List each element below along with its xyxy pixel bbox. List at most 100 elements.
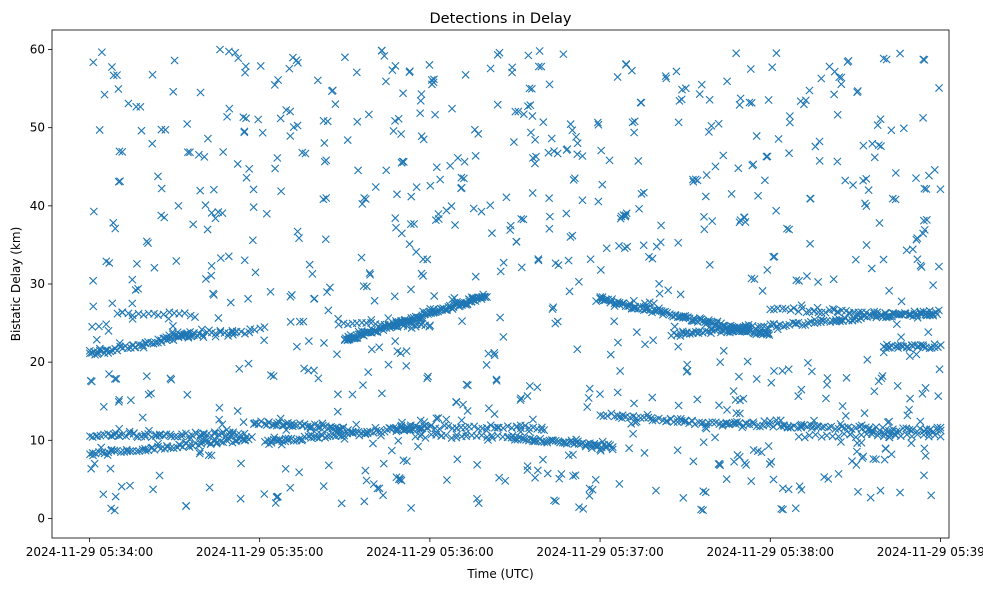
detection-point <box>851 255 860 264</box>
detection-point <box>878 372 887 380</box>
detection-point <box>572 132 581 141</box>
detection-point <box>523 392 532 401</box>
detection-point <box>917 310 926 319</box>
detection-point <box>573 139 582 148</box>
detection-point <box>222 425 231 434</box>
detection-point <box>100 90 109 99</box>
detection-point <box>265 440 274 449</box>
detection-point <box>431 110 440 119</box>
detection-point <box>662 417 671 426</box>
detection-point <box>908 341 917 350</box>
detection-point <box>405 240 414 249</box>
detection-point <box>591 475 600 484</box>
detection-point <box>162 441 171 450</box>
detection-point <box>237 327 246 336</box>
detection-point <box>108 299 117 308</box>
detection-point <box>348 390 357 399</box>
detection-point <box>674 118 683 127</box>
detection-point <box>732 409 741 418</box>
detection-point <box>196 447 205 456</box>
detection-point <box>458 317 467 326</box>
detection-point <box>767 457 776 466</box>
detection-point <box>829 275 838 284</box>
detection-point <box>598 180 607 189</box>
detection-point <box>496 313 505 322</box>
detection-point <box>578 152 587 161</box>
detection-point <box>866 493 875 502</box>
detection-point <box>89 276 98 285</box>
detection-point <box>111 492 120 501</box>
detection-point <box>360 328 369 337</box>
detection-point <box>542 437 551 446</box>
detection-point <box>148 139 157 148</box>
detection-point <box>887 126 896 135</box>
detection-point <box>538 455 547 464</box>
detection-point <box>273 492 282 501</box>
detection-point <box>486 64 495 73</box>
detection-point <box>584 394 593 402</box>
detection-point <box>920 184 929 193</box>
detection-point <box>224 47 233 56</box>
detection-point <box>425 322 434 331</box>
detection-point <box>113 309 122 318</box>
detection-point <box>114 177 123 186</box>
detection-point <box>459 174 468 183</box>
detection-point <box>719 346 728 355</box>
detection-point <box>925 426 934 435</box>
detection-point <box>707 121 716 130</box>
detection-point <box>702 424 711 433</box>
detection-point <box>392 223 401 232</box>
detection-point <box>201 201 210 210</box>
detection-point <box>301 149 310 158</box>
detection-point <box>391 116 400 125</box>
detection-point <box>681 84 690 93</box>
detection-point <box>579 504 588 513</box>
detection-point <box>215 415 224 424</box>
detection-point <box>320 139 329 148</box>
detection-point <box>148 70 157 79</box>
detection-point <box>353 117 362 126</box>
detection-point <box>492 376 501 385</box>
detection-point <box>578 196 587 205</box>
detection-point <box>868 428 877 436</box>
detection-point <box>716 358 725 367</box>
detection-point <box>880 455 889 464</box>
detection-point <box>935 83 944 92</box>
detection-point <box>242 114 251 123</box>
detection-point <box>410 219 419 228</box>
detection-point <box>117 482 126 491</box>
detection-point <box>735 452 744 461</box>
detection-point <box>881 444 890 453</box>
detection-point <box>170 432 179 441</box>
detection-point <box>115 424 124 433</box>
detection-point <box>87 464 96 473</box>
detection-point <box>765 460 774 469</box>
detection-point <box>490 348 499 357</box>
detection-point <box>394 114 403 123</box>
detection-point <box>482 293 491 301</box>
detection-point <box>899 424 908 433</box>
detection-point <box>749 160 758 169</box>
detection-point <box>596 445 605 454</box>
detection-point <box>239 113 248 122</box>
detection-point <box>463 406 472 415</box>
detection-point <box>358 381 367 390</box>
detection-point <box>763 265 772 274</box>
detection-point <box>492 375 501 384</box>
detection-point <box>835 73 844 82</box>
detection-point <box>233 159 242 168</box>
detection-point <box>509 138 518 147</box>
detection-point <box>534 255 543 264</box>
detection-point <box>884 343 893 352</box>
detection-point <box>516 424 525 433</box>
detection-point <box>846 430 855 439</box>
detection-point <box>535 47 544 56</box>
detection-point <box>588 485 597 494</box>
detection-point <box>789 421 798 430</box>
detection-point <box>763 152 772 161</box>
detection-point <box>99 402 108 411</box>
detection-point <box>123 344 132 353</box>
detection-point <box>493 423 502 432</box>
detection-point <box>426 181 435 190</box>
